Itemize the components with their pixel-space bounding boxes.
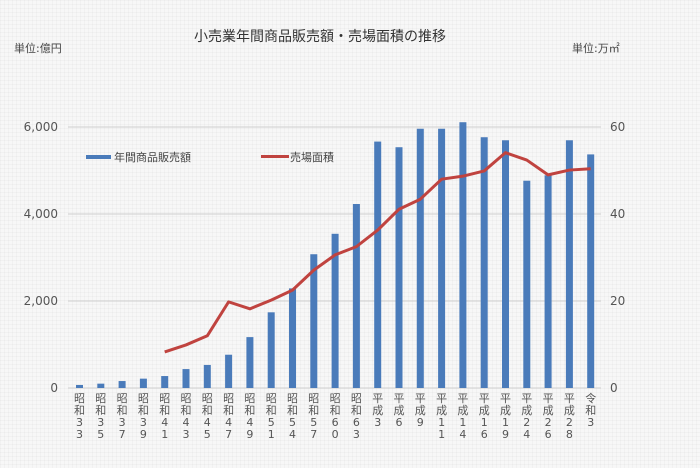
right-axis-tick: 20 — [610, 294, 625, 308]
bar — [374, 141, 382, 388]
right-axis-tick: 0 — [610, 381, 618, 395]
bar — [480, 137, 488, 388]
bar — [523, 180, 531, 388]
bar — [203, 364, 211, 388]
x-axis-label: 平成 1 6 — [479, 392, 490, 441]
x-axis-label: 平成 1 4 — [457, 392, 468, 441]
x-axis-label: 令和 3 — [585, 391, 596, 429]
bar — [76, 384, 83, 388]
bar — [267, 312, 275, 388]
x-axis-label: 昭和 3 9 — [138, 392, 149, 441]
right-axis-tick: 60 — [610, 120, 625, 134]
legend-bar-swatch — [86, 155, 111, 159]
x-axis-label: 平成 6 — [394, 392, 405, 429]
x-axis-label: 昭和 6 3 — [351, 392, 362, 441]
x-axis-label: 昭和 4 9 — [244, 392, 255, 441]
x-axis-label: 昭和 6 0 — [330, 392, 341, 441]
x-axis-label: 昭和 4 1 — [159, 392, 170, 441]
legend-line-label: 売場面積 — [290, 150, 334, 164]
x-axis-label: 昭和 4 3 — [181, 392, 192, 441]
bar — [225, 354, 233, 388]
left-axis-tick: 2,000 — [24, 294, 58, 308]
bar — [246, 337, 254, 388]
x-axis-label: 平成 2 8 — [564, 392, 575, 441]
bar — [544, 175, 552, 388]
bar — [161, 376, 169, 388]
bar — [331, 233, 339, 388]
x-axis-label: 昭和 4 7 — [223, 392, 234, 441]
right-axis-unit: 単位:万㎡ — [572, 42, 620, 55]
bar — [182, 369, 190, 388]
x-axis-label: 平成 2 4 — [521, 392, 532, 441]
left-axis-unit: 単位:億円 — [14, 42, 62, 55]
x-axis-label: 昭和 5 1 — [266, 392, 277, 441]
bar — [289, 288, 296, 388]
left-axis-tick: 0 — [50, 381, 58, 395]
bar — [352, 203, 360, 388]
floor-area-line — [164, 151, 591, 354]
bar — [395, 147, 403, 388]
bar — [459, 122, 467, 388]
x-axis-label: 平成 1 1 — [436, 392, 447, 441]
legend-line-swatch — [261, 155, 289, 158]
x-axis-label: 昭和 3 5 — [95, 392, 106, 441]
x-axis-label: 昭和 3 3 — [74, 392, 85, 441]
bar — [565, 140, 573, 388]
x-axis-label: 平成 3 — [372, 392, 383, 429]
bar — [97, 383, 105, 388]
legend-bar-label: 年間商品販売額 — [114, 150, 191, 164]
x-axis-label: 平成 2 6 — [543, 392, 554, 441]
x-axis-label: 昭和 5 4 — [287, 392, 298, 441]
bar — [438, 128, 446, 389]
bar — [139, 378, 147, 388]
left-axis-tick: 4,000 — [24, 207, 58, 221]
x-axis-label: 昭和 5 7 — [308, 392, 319, 441]
bar — [310, 254, 318, 388]
x-axis-label: 昭和 4 5 — [202, 392, 213, 441]
left-axis-tick: 6,000 — [24, 120, 58, 134]
x-axis-label: 昭和 3 7 — [117, 392, 128, 441]
chart-title: 小売業年間商品販売額・売場面積の推移 — [194, 29, 446, 45]
right-axis-tick: 40 — [610, 207, 625, 221]
bar — [416, 128, 424, 389]
x-axis-label: 平成 1 9 — [500, 392, 511, 441]
x-axis-label: 平成 9 — [415, 392, 426, 429]
bar — [587, 154, 595, 388]
bar — [118, 381, 126, 388]
bar — [502, 140, 509, 388]
